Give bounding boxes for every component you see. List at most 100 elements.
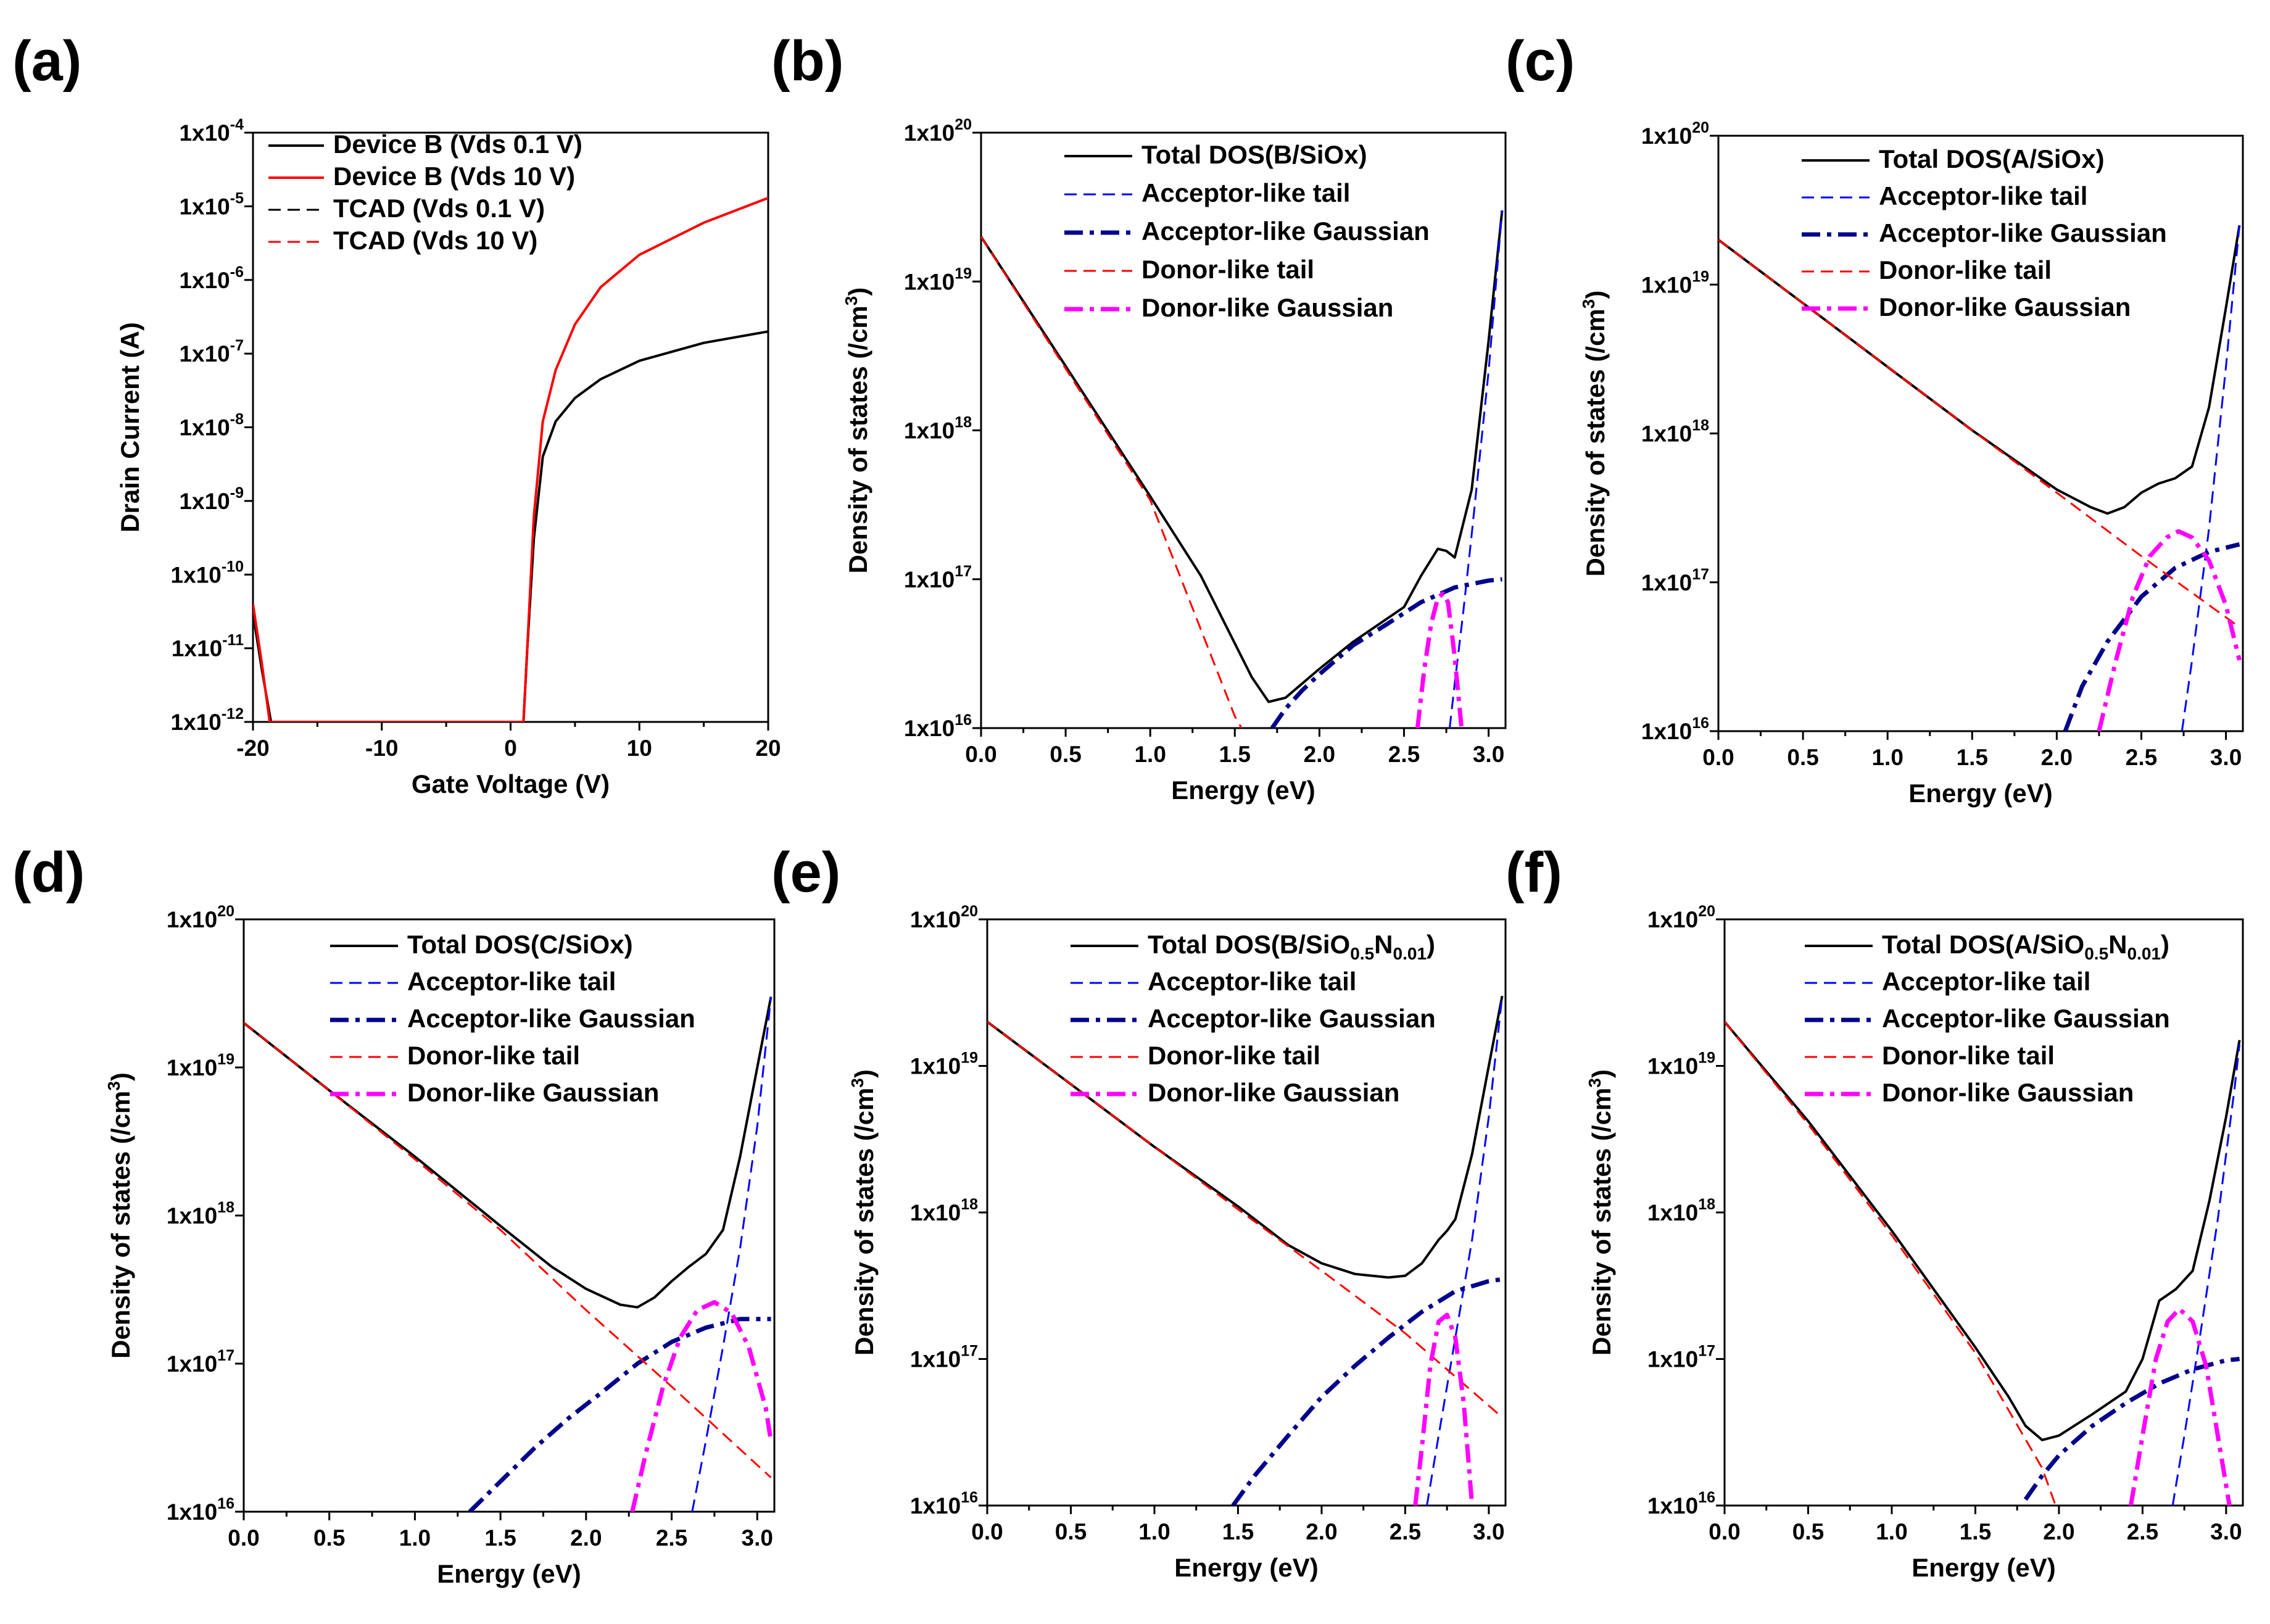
x-tick-label: -20 bbox=[236, 735, 269, 761]
legend-label-part: N bbox=[2108, 930, 2127, 959]
series-line-4 bbox=[1415, 591, 1464, 728]
chart-panel-d: (d)0.0 0.5 1.0 1.5 2.0 2.5 3.01x10161x10171x10… bbox=[12, 841, 776, 1588]
y-tick-label: 1x1017 bbox=[1641, 566, 1709, 595]
series-line-4 bbox=[2097, 529, 2242, 731]
x-tick-label: 10 bbox=[627, 735, 652, 761]
x-tick-label: 2.0 bbox=[2043, 1519, 2074, 1544]
series-line-0 bbox=[244, 996, 773, 1309]
y-tick-base: 1x10 bbox=[1641, 123, 1692, 149]
x-tick-label: 20 bbox=[755, 735, 781, 761]
y-axis-title-close: ) bbox=[843, 288, 872, 296]
y-tick-base: 1x10 bbox=[179, 341, 230, 367]
y-tick-label: 1x1019 bbox=[910, 1050, 978, 1079]
series-line-0 bbox=[987, 995, 1504, 1279]
y-tick-base: 1x10 bbox=[171, 710, 222, 735]
legend-label: Donor-like tail bbox=[1148, 1041, 1320, 1070]
series-line-3 bbox=[1718, 239, 2240, 628]
series-line-2 bbox=[2063, 542, 2240, 731]
legend: Total DOS(A/SiO0.5N0.01) Acceptor-like ta… bbox=[1805, 930, 2170, 1107]
y-tick-label: 1x1016 bbox=[910, 1489, 978, 1518]
series-group bbox=[1718, 225, 2242, 731]
y-tick-base: 1x10 bbox=[167, 1351, 217, 1377]
x-tick-label: 1.0 bbox=[1876, 1519, 1907, 1544]
y-axis-title-superscript: 3 bbox=[1585, 1078, 1604, 1088]
y-tick-base: 1x10 bbox=[910, 907, 961, 932]
x-tick-label: 2.0 bbox=[1306, 1519, 1337, 1544]
series-group bbox=[987, 995, 1504, 1506]
y-tick-base: 1x10 bbox=[904, 120, 955, 146]
x-tick-label: 2.0 bbox=[2041, 745, 2073, 770]
x-tick-label: 0.5 bbox=[1050, 742, 1081, 767]
legend-label: Acceptor-like Gaussian bbox=[1141, 217, 1430, 246]
y-tick-exponent: -7 bbox=[230, 337, 244, 354]
plot-frame bbox=[1717, 135, 2244, 732]
series-line-4 bbox=[630, 1299, 773, 1512]
y-tick-base: 1x10 bbox=[910, 1493, 961, 1518]
plot-frame bbox=[1723, 918, 2244, 1507]
x-tick-label: 0.5 bbox=[1055, 1519, 1087, 1544]
series-line-3 bbox=[987, 1021, 1503, 1419]
legend-label: Total DOS(A/SiOx) bbox=[1879, 144, 2105, 173]
legend: Total DOS(A/SiOx) Acceptor-like tail Accep… bbox=[1802, 144, 2167, 321]
y-tick-label: 1x1016 bbox=[904, 711, 972, 741]
x-tick-label: 3.0 bbox=[1473, 742, 1504, 767]
y-tick-exponent: 16 bbox=[961, 1489, 978, 1506]
y-tick-label: 1x1017 bbox=[904, 563, 972, 592]
series-line-4 bbox=[1413, 1312, 1475, 1506]
y-tick-label: 1x1019 bbox=[167, 1051, 234, 1080]
legend-label-part: Total DOS(A/SiO bbox=[1882, 930, 2084, 959]
y-tick-exponent: 17 bbox=[955, 563, 972, 580]
y-tick-base: 1x10 bbox=[1647, 1200, 1698, 1225]
chart-panel-c: (c)0.0 0.5 1.0 1.5 2.0 2.5 3.01x10161x10171x10… bbox=[1506, 30, 2244, 808]
legend-label: Acceptor-like tail bbox=[1882, 967, 2090, 996]
y-tick-label: 1x10-11 bbox=[172, 632, 244, 661]
x-tick-label: 0.0 bbox=[971, 1519, 1003, 1544]
y-tick-base: 1x10 bbox=[1647, 1493, 1698, 1518]
x-tick-label: 1.5 bbox=[1222, 1519, 1254, 1544]
y-axis-title: Density of states (/cm3) bbox=[1579, 291, 1610, 577]
legend-label: Donor-like tail bbox=[407, 1041, 580, 1070]
y-tick-base: 1x10 bbox=[910, 1054, 961, 1079]
x-tick-label: 3.0 bbox=[2210, 745, 2242, 770]
series-line-3 bbox=[981, 236, 1243, 728]
y-tick-base: 1x10 bbox=[179, 415, 230, 441]
y-tick-base: 1x10 bbox=[167, 1055, 217, 1080]
x-axis-title: Energy (eV) bbox=[437, 1559, 581, 1588]
y-tick-exponent: 17 bbox=[1692, 566, 1709, 583]
legend-label: Device B (Vds 10 V) bbox=[333, 162, 575, 191]
legend-label: Acceptor-like tail bbox=[1141, 178, 1350, 207]
legend-label-part: Total DOS(B/SiO bbox=[1148, 930, 1350, 959]
legend-label: Acceptor-like tail bbox=[407, 967, 616, 996]
x-tick-label: 1.5 bbox=[1960, 1519, 1991, 1544]
y-axis-title: Density of states (/cm3) bbox=[1585, 1069, 1616, 1356]
x-tick-label: 2.5 bbox=[2127, 1519, 2158, 1544]
y-tick-exponent: 20 bbox=[961, 903, 978, 920]
panel-label: (f) bbox=[1506, 841, 1562, 904]
legend-label: Acceptor-like tail bbox=[1148, 967, 1356, 996]
y-tick-base: 1x10 bbox=[1647, 907, 1698, 932]
y-tick-base: 1x10 bbox=[1647, 1054, 1698, 1079]
y-tick-label: 1x1020 bbox=[167, 903, 234, 932]
x-tick-label: 2.5 bbox=[1388, 742, 1420, 767]
y-axis-title-superscript: 3 bbox=[848, 1078, 867, 1088]
legend-label: Donor-like tail bbox=[1141, 255, 1314, 284]
y-tick-exponent: 16 bbox=[217, 1495, 234, 1512]
y-tick-label: 1x10-4 bbox=[179, 116, 244, 146]
y-tick-exponent: 17 bbox=[1698, 1343, 1715, 1360]
y-axis-title-main: Density of states (/cm bbox=[1587, 1088, 1616, 1356]
x-tick-label: 0.5 bbox=[1792, 1519, 1824, 1544]
y-tick-base: 1x10 bbox=[167, 907, 217, 932]
x-tick-label: 2.5 bbox=[1390, 1519, 1421, 1544]
chart-panel-b: (b)0.0 0.5 1.0 1.5 2.0 2.5 3.01x10161x10171x10… bbox=[771, 30, 1507, 805]
x-tick-label: 0.5 bbox=[1787, 745, 1818, 770]
y-tick-exponent: 19 bbox=[1698, 1050, 1715, 1067]
y-tick-exponent: -9 bbox=[230, 484, 244, 502]
legend: Total DOS(B/SiOx) Acceptor-like tail Accep… bbox=[1064, 140, 1430, 322]
series-group bbox=[1725, 1021, 2241, 1506]
legend: Device B (Vds 0.1 V) Device B (Vds 10 V) T… bbox=[268, 130, 582, 255]
series-line-2 bbox=[2023, 1357, 2240, 1501]
series-line-1 bbox=[253, 196, 768, 722]
y-axis-title: Density of states (/cm3) bbox=[842, 288, 872, 574]
series-line-1 bbox=[691, 996, 772, 1512]
y-tick-base: 1x10 bbox=[179, 120, 230, 146]
